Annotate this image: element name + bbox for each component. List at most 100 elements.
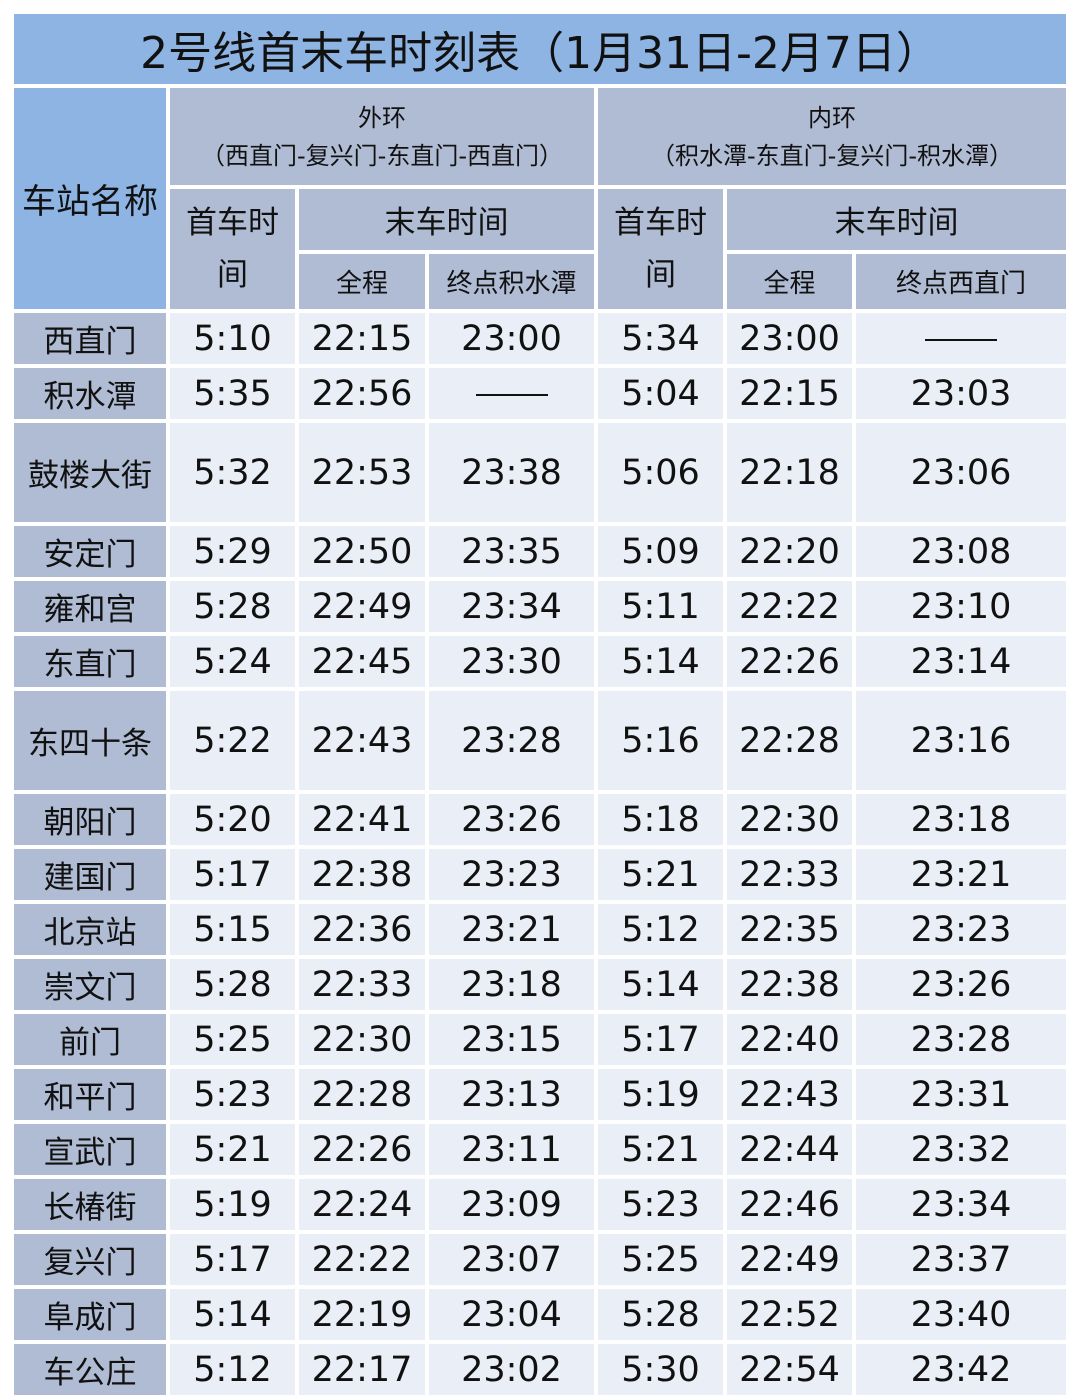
station-name-cell: 鼓楼大街 [14,423,166,522]
outer-terminal-last-train-cell: 23:21 [429,904,594,955]
table-row: 前门 5:25 22:30 23:15 5:17 22:40 23:28 [14,1014,1066,1065]
outer-full-last-train-cell: 22:33 [299,959,425,1010]
table-row: 阜成门 5:14 22:19 23:04 5:28 22:52 23:40 [14,1289,1066,1340]
outer-last-train-header: 末车时间 [299,189,594,250]
outer-full-last-train-cell: 22:30 [299,1014,425,1065]
table-row: 安定门 5:29 22:50 23:35 5:09 22:20 23:08 [14,526,1066,577]
inner-first-train-cell: 5:16 [598,691,723,790]
inner-full-last-train-cell: 22:30 [727,794,852,845]
inner-full-last-train-cell: 22:20 [727,526,852,577]
outer-full-last-train-cell: 22:28 [299,1069,425,1120]
outer-ring-route: （西直门-复兴门-东直门-西直门） [201,141,563,170]
outer-terminal-last-train-cell: 23:18 [429,959,594,1010]
outer-first-train-cell: 5:17 [170,1234,295,1285]
inner-first-train-cell: 5:23 [598,1179,723,1230]
outer-terminal-last-train-cell: 23:30 [429,636,594,687]
outer-terminal-header: 终点积水潭 [429,254,594,309]
table-row: 东四十条 5:22 22:43 23:28 5:16 22:28 23:16 [14,691,1066,790]
inner-full-last-train-cell: 22:35 [727,904,852,955]
outer-ring-header: 外环 （西直门-复兴门-东直门-西直门） [170,88,594,185]
outer-ring-name: 外环 [358,103,406,132]
outer-terminal-last-train-cell: 23:28 [429,691,594,790]
inner-terminal-last-train-cell: 23:10 [856,581,1066,632]
station-name-cell: 积水潭 [14,368,166,419]
inner-first-train-cell: 5:09 [598,526,723,577]
table-row: 东直门 5:24 22:45 23:30 5:14 22:26 23:14 [14,636,1066,687]
no-service-dash: —— [925,338,997,341]
inner-full-last-train-cell: 22:46 [727,1179,852,1230]
inner-full-last-train-cell: 22:33 [727,849,852,900]
inner-first-train-cell: 5:18 [598,794,723,845]
outer-full-last-train-cell: 22:38 [299,849,425,900]
station-name-cell: 朝阳门 [14,794,166,845]
outer-full-header: 全程 [299,254,425,309]
outer-full-last-train-cell: 22:24 [299,1179,425,1230]
inner-full-last-train-cell: 22:18 [727,423,852,522]
inner-full-last-train-cell: 22:40 [727,1014,852,1065]
outer-first-train-cell: 5:17 [170,849,295,900]
inner-terminal-last-train-cell: 23:06 [856,423,1066,522]
outer-first-train-cell: 5:28 [170,581,295,632]
timetable: 车站名称 外环 （西直门-复兴门-东直门-西直门） 内环 （积水潭-东直门-复兴… [10,84,1070,1399]
inner-terminal-last-train-cell: —— [856,313,1066,364]
station-name-cell: 建国门 [14,849,166,900]
outer-first-train-cell: 5:32 [170,423,295,522]
inner-full-last-train-cell: 22:54 [727,1344,852,1395]
outer-first-train-cell: 5:10 [170,313,295,364]
outer-first-train-cell: 5:28 [170,959,295,1010]
outer-first-train-header: 首车时间 [170,189,295,309]
station-name-cell: 安定门 [14,526,166,577]
station-name-cell: 东直门 [14,636,166,687]
outer-first-train-cell: 5:21 [170,1124,295,1175]
outer-terminal-last-train-cell: 23:13 [429,1069,594,1120]
outer-full-last-train-cell: 22:17 [299,1344,425,1395]
inner-first-train-cell: 5:34 [598,313,723,364]
outer-first-train-cell: 5:20 [170,794,295,845]
inner-full-header: 全程 [727,254,852,309]
outer-terminal-last-train-cell: 23:23 [429,849,594,900]
inner-full-last-train-cell: 22:38 [727,959,852,1010]
station-name-cell: 长椿街 [14,1179,166,1230]
inner-first-train-header: 首车时间 [598,189,723,309]
inner-ring-header: 内环 （积水潭-东直门-复兴门-积水潭） [598,88,1066,185]
inner-first-train-cell: 5:28 [598,1289,723,1340]
station-name-cell: 雍和宫 [14,581,166,632]
inner-full-last-train-cell: 22:49 [727,1234,852,1285]
inner-full-last-train-cell: 22:52 [727,1289,852,1340]
inner-terminal-header: 终点西直门 [856,254,1066,309]
outer-full-last-train-cell: 22:56 [299,368,425,419]
outer-terminal-last-train-cell: 23:38 [429,423,594,522]
inner-terminal-last-train-cell: 23:37 [856,1234,1066,1285]
table-row: 和平门 5:23 22:28 23:13 5:19 22:43 23:31 [14,1069,1066,1120]
inner-terminal-last-train-cell: 23:40 [856,1289,1066,1340]
station-name-cell: 阜成门 [14,1289,166,1340]
inner-terminal-last-train-cell: 23:18 [856,794,1066,845]
outer-full-last-train-cell: 22:22 [299,1234,425,1285]
station-name-cell: 前门 [14,1014,166,1065]
inner-first-train-cell: 5:14 [598,959,723,1010]
outer-terminal-last-train-cell: 23:15 [429,1014,594,1065]
outer-full-last-train-cell: 22:36 [299,904,425,955]
inner-terminal-last-train-cell: 23:16 [856,691,1066,790]
table-row: 崇文门 5:28 22:33 23:18 5:14 22:38 23:26 [14,959,1066,1010]
station-name-cell: 车公庄 [14,1344,166,1395]
inner-terminal-last-train-cell: 23:28 [856,1014,1066,1065]
table-row: 复兴门 5:17 22:22 23:07 5:25 22:49 23:37 [14,1234,1066,1285]
inner-full-last-train-cell: 22:28 [727,691,852,790]
outer-terminal-last-train-cell: —— [429,368,594,419]
inner-terminal-last-train-cell: 23:23 [856,904,1066,955]
inner-terminal-last-train-cell: 23:03 [856,368,1066,419]
outer-first-train-cell: 5:25 [170,1014,295,1065]
inner-first-train-cell: 5:11 [598,581,723,632]
inner-ring-route: （积水潭-东直门-复兴门-积水潭） [651,141,1013,170]
outer-first-train-cell: 5:23 [170,1069,295,1120]
inner-last-train-header: 末车时间 [727,189,1066,250]
outer-terminal-last-train-cell: 23:34 [429,581,594,632]
station-name-header: 车站名称 [14,88,166,309]
inner-ring-name: 内环 [808,103,856,132]
outer-full-last-train-cell: 22:49 [299,581,425,632]
no-service-dash: —— [475,393,548,396]
table-row: 北京站 5:15 22:36 23:21 5:12 22:35 23:23 [14,904,1066,955]
outer-terminal-last-train-cell: 23:07 [429,1234,594,1285]
